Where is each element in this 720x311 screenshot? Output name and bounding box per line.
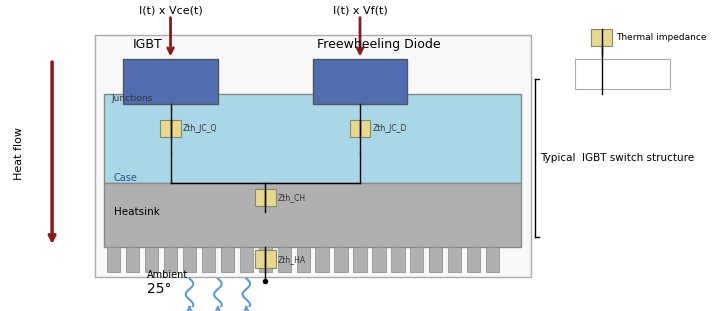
Text: Heat flow: Heat flow (14, 127, 24, 179)
Text: Ambient: Ambient (147, 270, 188, 280)
FancyBboxPatch shape (486, 247, 499, 272)
FancyBboxPatch shape (334, 247, 348, 272)
Text: Zth_CH: Zth_CH (278, 193, 306, 202)
FancyBboxPatch shape (297, 247, 310, 272)
FancyBboxPatch shape (107, 247, 120, 272)
FancyBboxPatch shape (104, 94, 521, 183)
FancyBboxPatch shape (372, 247, 386, 272)
FancyBboxPatch shape (448, 247, 462, 272)
FancyBboxPatch shape (160, 119, 181, 137)
FancyBboxPatch shape (312, 59, 408, 104)
FancyBboxPatch shape (240, 247, 253, 272)
Text: Zth_JC_D: Zth_JC_D (372, 124, 407, 133)
Text: 25°: 25° (147, 282, 171, 296)
FancyBboxPatch shape (410, 247, 423, 272)
FancyBboxPatch shape (258, 247, 272, 272)
FancyBboxPatch shape (164, 247, 177, 272)
FancyBboxPatch shape (104, 183, 521, 247)
FancyBboxPatch shape (350, 119, 370, 137)
FancyBboxPatch shape (183, 247, 196, 272)
FancyBboxPatch shape (255, 189, 276, 207)
Text: Junctions: Junctions (112, 94, 153, 103)
Text: IGBT: IGBT (132, 38, 163, 51)
FancyBboxPatch shape (145, 247, 158, 272)
Text: Thermal impedance: Thermal impedance (616, 33, 706, 42)
FancyBboxPatch shape (315, 247, 329, 272)
Text: Zth_JC_Q: Zth_JC_Q (183, 124, 217, 133)
Text: Zth_HA: Zth_HA (278, 255, 306, 264)
FancyBboxPatch shape (591, 29, 612, 46)
FancyBboxPatch shape (123, 59, 218, 104)
Text: Case: Case (114, 173, 138, 183)
Text: Heatsink: Heatsink (114, 207, 160, 217)
FancyBboxPatch shape (354, 247, 366, 272)
FancyBboxPatch shape (255, 250, 276, 268)
FancyBboxPatch shape (202, 247, 215, 272)
Text: Freewheeling Diode: Freewheeling Diode (318, 38, 441, 51)
FancyBboxPatch shape (278, 247, 291, 272)
FancyBboxPatch shape (221, 247, 234, 272)
FancyBboxPatch shape (391, 247, 405, 272)
FancyBboxPatch shape (467, 247, 480, 272)
FancyBboxPatch shape (126, 247, 139, 272)
Text: I(t) x Vce(t): I(t) x Vce(t) (139, 6, 202, 16)
Text: Typical  IGBT switch structure: Typical IGBT switch structure (540, 153, 694, 163)
FancyBboxPatch shape (95, 35, 531, 276)
FancyBboxPatch shape (429, 247, 442, 272)
Text: I(t) x Vf(t): I(t) x Vf(t) (333, 6, 387, 16)
